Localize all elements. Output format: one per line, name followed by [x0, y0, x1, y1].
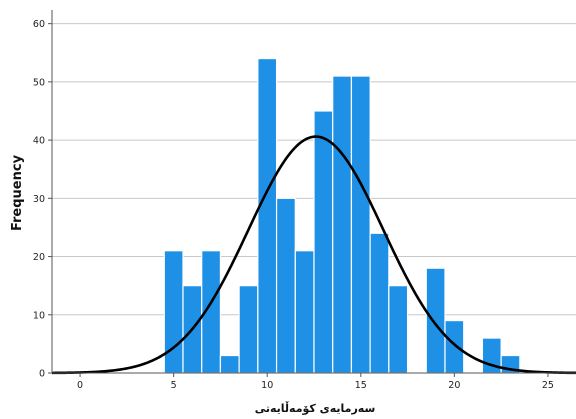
histogram-bar — [313, 110, 334, 374]
histogram-bar — [238, 285, 259, 374]
histogram-bar — [444, 319, 465, 374]
x-tick-label: 10 — [261, 380, 273, 391]
histogram-bar — [332, 75, 353, 374]
y-tick-label: 40 — [33, 136, 45, 147]
y-axis-title: Frequency — [10, 154, 25, 231]
y-tick-label: 30 — [33, 194, 45, 205]
y-tick-labels: 0 10 20 30 40 50 60 — [33, 19, 45, 379]
histogram-bars — [163, 57, 521, 374]
histogram-bar — [294, 250, 315, 374]
x-tick-labels: 0 5 10 15 20 25 — [77, 380, 554, 391]
x-tick-label: 20 — [448, 380, 460, 391]
y-tick-label: 10 — [33, 310, 45, 321]
y-tick-label: 20 — [33, 252, 45, 263]
axes — [48, 10, 576, 377]
histogram-bar — [257, 57, 278, 374]
histogram-bar — [163, 250, 184, 374]
x-tick-label: 5 — [171, 380, 177, 391]
histogram-bar — [369, 232, 390, 374]
x-tick-label: 0 — [77, 380, 83, 391]
histogram-bar — [388, 285, 409, 374]
histogram-bar — [350, 75, 371, 374]
normal-curve — [51, 135, 576, 375]
histogram-bar — [219, 354, 240, 374]
x-tick-label: 25 — [542, 380, 554, 391]
y-tick-label: 60 — [33, 19, 45, 30]
y-tick-label: 50 — [33, 77, 45, 88]
x-axis-title: سەرمایەی کۆمەڵایەتی — [255, 401, 376, 415]
x-tick-label: 15 — [355, 380, 367, 391]
histogram-bar — [275, 197, 296, 374]
y-tick-label: 0 — [39, 369, 45, 380]
histogram-bar — [425, 267, 446, 374]
